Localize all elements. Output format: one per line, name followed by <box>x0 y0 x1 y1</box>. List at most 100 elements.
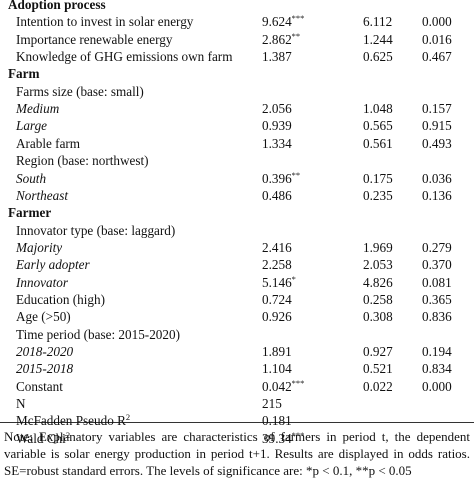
table-cell: 0.836 <box>422 309 452 325</box>
table-row: Farmer <box>0 204 474 221</box>
table-row: 2015-2018 1.104 0.521 0.834 <box>0 360 474 377</box>
table-cell: 39.34*** <box>262 430 304 447</box>
table-cell: 5.146* <box>262 274 296 291</box>
table-row: Medium 2.056 1.048 0.157 <box>0 100 474 117</box>
cell-superscript: *** <box>291 13 305 24</box>
table-cell: 0.915 <box>422 118 452 134</box>
table-cell: 0.181 <box>262 413 292 429</box>
table-row: Northeast 0.486 0.235 0.136 <box>0 187 474 204</box>
table-cell: 0.834 <box>422 361 452 377</box>
table-cell: 1.387 <box>262 49 292 65</box>
cell-superscript: *** <box>291 377 305 388</box>
table-row: Arable farm 1.334 0.561 0.493 <box>0 135 474 152</box>
table-cell: Farm <box>8 66 40 82</box>
cell-text: Wald Chi <box>16 430 66 446</box>
table-cell: Northeast <box>16 187 69 203</box>
table-row: McFadden Pseudo R2 0.181 <box>0 412 474 429</box>
table-cell: 0.724 <box>262 291 292 307</box>
table-row: Importance renewable energy 2.862** 1.244 0… <box>0 31 474 48</box>
table-cell: 215 <box>262 396 282 412</box>
table-cell: 0.565 <box>363 118 393 134</box>
table-cell: 0.625 <box>363 49 393 65</box>
table-cell: 2015-2018 <box>16 361 74 377</box>
table-cell: 0.022 <box>363 378 393 394</box>
table-cell: 1.104 <box>262 361 292 377</box>
table-cell: 0.396** <box>262 170 300 187</box>
table-cell: 0.042*** <box>262 378 304 395</box>
table-cell: 0.081 <box>422 274 452 290</box>
table-row: N 215 <box>0 395 474 412</box>
table-cell: 0.157 <box>422 101 452 117</box>
table-row: Intention to invest in solar energy 9.624… <box>0 13 474 30</box>
table-cell: Intention to invest in solar energy <box>16 14 194 30</box>
table-cell: 0.036 <box>422 170 452 186</box>
table-cell: 2.862** <box>262 31 300 48</box>
cell-superscript: 2 <box>65 429 71 440</box>
table-cell: Region (base: northwest) <box>16 153 149 169</box>
cell-superscript: * <box>291 273 296 284</box>
table-cell: 0.000 <box>422 378 452 394</box>
cell-text: 2.862 <box>262 31 292 47</box>
table-cell: 0.308 <box>363 309 393 325</box>
cell-text: 5.146 <box>262 274 292 290</box>
table-row: Early adopter 2.258 2.053 0.370 <box>0 256 474 273</box>
table-row: Farm <box>0 65 474 82</box>
table-cell: 0.194 <box>422 344 452 359</box>
table-cell: 1.891 <box>262 344 292 359</box>
table-row: Education (high) 0.724 0.258 0.365 <box>0 291 474 308</box>
table-cell: Medium <box>16 101 60 117</box>
table-row: Adoption process <box>0 0 474 13</box>
table-row: South 0.396** 0.175 0.036 <box>0 170 474 187</box>
table-cell: Knowledge of GHG emissions own farm <box>16 49 233 65</box>
table-cell: 4.826 <box>363 274 393 290</box>
table-cell: Constant <box>16 378 63 394</box>
table-cell: 0.927 <box>363 344 393 359</box>
cell-text: McFadden Pseudo R <box>16 413 126 429</box>
table-cell: Importance renewable energy <box>16 31 173 47</box>
table-row: Majority 2.416 1.969 0.279 <box>0 239 474 256</box>
table-cell: 9.624*** <box>262 13 304 30</box>
table-row: Wald Chi2 39.34*** <box>0 430 474 447</box>
table-cell: 2018-2020 <box>16 344 74 359</box>
table-cell: 0.016 <box>422 31 452 47</box>
cell-superscript: ** <box>291 30 301 41</box>
table-cell: 0.521 <box>363 361 393 377</box>
table-cell: Age (>50) <box>16 309 71 325</box>
table-cell: 0.561 <box>363 135 393 151</box>
table-row: Farms size (base: small) <box>0 83 474 100</box>
table-cell: 0.258 <box>363 291 393 307</box>
table-cell: Innovator type (base: laggard) <box>16 222 176 238</box>
table-rule <box>0 422 474 423</box>
table-cell: Adoption process <box>8 0 106 12</box>
table-cell: 0.939 <box>262 118 292 134</box>
table-cell: Majority <box>16 239 63 255</box>
table-cell: Time period (base: 2015-2020) <box>16 326 180 342</box>
table-cell: 2.053 <box>363 257 393 273</box>
cell-superscript: *** <box>291 429 305 440</box>
table-cell: Farmer <box>8 205 52 221</box>
cell-text: 39.34 <box>262 430 292 446</box>
table-cell: 1.334 <box>262 135 292 151</box>
table-row: Constant 0.042*** 0.022 0.000 <box>0 378 474 395</box>
table-cell: 2.416 <box>262 239 292 255</box>
table-cell: 6.112 <box>363 14 393 30</box>
table-cell: Arable farm <box>16 135 81 151</box>
table-cell: N <box>16 396 26 412</box>
table-cell: Large <box>16 118 48 134</box>
cell-text: 0.042 <box>262 378 292 394</box>
table-cell: 2.258 <box>262 257 292 273</box>
table-cell: 0.279 <box>422 239 452 255</box>
cell-superscript: 2 <box>125 412 131 423</box>
table-cell: 0.486 <box>262 187 292 203</box>
table-cell: Education (high) <box>16 291 105 307</box>
table-cell: McFadden Pseudo R2 <box>16 412 130 429</box>
cell-text: 9.624 <box>262 14 292 30</box>
table-cell: 0.467 <box>422 49 452 65</box>
table-cell: 1.244 <box>363 31 393 47</box>
table-cell: 0.000 <box>422 14 452 30</box>
table-cell: Wald Chi2 <box>16 430 70 447</box>
cell-text: 0.396 <box>262 170 292 186</box>
table-cell: 0.493 <box>422 135 452 151</box>
table-cell: South <box>16 170 47 186</box>
